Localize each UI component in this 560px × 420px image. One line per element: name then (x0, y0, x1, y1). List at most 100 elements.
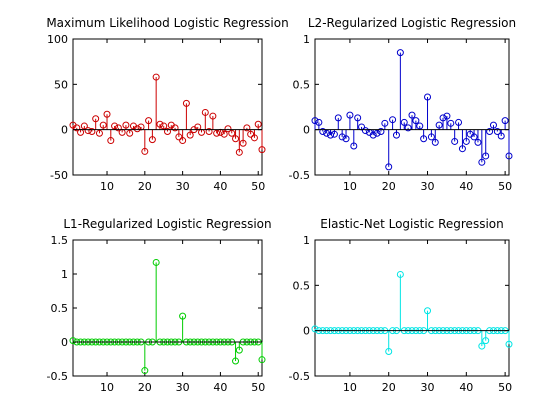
stem-marker (396, 49, 404, 57)
stem-marker (182, 99, 190, 107)
x-tick-label: 40 (213, 381, 227, 394)
stem-marker (462, 137, 470, 145)
stem-marker (99, 121, 107, 129)
stem-marker (201, 108, 209, 116)
y-tick-label: -0.5 (289, 169, 310, 182)
stem-marker (327, 131, 335, 139)
stem-marker (435, 121, 443, 129)
stem-marker (186, 131, 194, 139)
stem-marker (152, 73, 160, 81)
x-tick-label: 10 (343, 180, 357, 193)
stem-marker (254, 120, 262, 128)
stem-marker (447, 119, 455, 127)
stem-marker (458, 145, 466, 153)
stem-marker (408, 111, 416, 119)
stem-marker (443, 112, 451, 120)
stem-marker (385, 163, 393, 171)
stem-marker (141, 147, 149, 155)
stem-marker (474, 138, 482, 146)
y-tick-label: 0.5 (293, 78, 311, 91)
stem-marker (92, 115, 100, 123)
stem-marker (431, 138, 439, 146)
stem-marker (451, 137, 459, 145)
stem-marker (145, 117, 153, 125)
stem-marker (470, 133, 478, 141)
stem-marker (84, 127, 92, 135)
stem-marker (478, 158, 486, 166)
stem-marker (111, 122, 119, 130)
stem-marker (412, 117, 420, 125)
stem-marker (69, 337, 77, 345)
chart-title: L1-Regularized Logistic Regression (63, 217, 271, 231)
stem-marker (95, 129, 103, 137)
stem-marker (482, 152, 490, 160)
y-tick-label: 0 (61, 336, 68, 349)
x-tick-label: 40 (213, 180, 227, 193)
stem-marker (122, 121, 130, 129)
stem-marker (179, 312, 187, 320)
stem-marker (311, 117, 319, 125)
stem-marker (505, 340, 513, 348)
stem-marker (404, 124, 412, 132)
stem-marker (346, 111, 354, 119)
stem-marker (350, 142, 358, 150)
stem-marker (160, 122, 168, 130)
x-tick-label: 40 (459, 381, 473, 394)
x-tick-label: 50 (498, 180, 512, 193)
stem-marker (148, 136, 156, 144)
stem-marker (179, 137, 187, 145)
stem-marker (486, 127, 494, 135)
x-tick-label: 30 (176, 381, 190, 394)
stem-marker (164, 127, 171, 135)
y-tick-label: 0.5 (51, 302, 69, 315)
stem-marker (319, 127, 327, 135)
y-tick-label: 1 (303, 234, 310, 247)
stem-marker (232, 135, 240, 143)
axes-box (72, 38, 263, 176)
stem-marker (505, 152, 513, 160)
stem-marker (330, 130, 338, 138)
stem-marker (235, 148, 243, 156)
stem-marker (489, 121, 497, 129)
stem-marker (88, 127, 96, 135)
stem-marker (141, 367, 149, 375)
stem-marker (501, 117, 509, 125)
stem-marker (107, 137, 115, 145)
x-tick-label: 50 (498, 381, 512, 394)
stem-marker (323, 129, 331, 137)
stem-marker (209, 112, 217, 120)
stem-marker (258, 356, 266, 364)
stem-marker (126, 129, 134, 137)
stem-marker (381, 119, 389, 127)
stem-marker (228, 129, 236, 137)
stem-marker (377, 127, 385, 135)
stem-marker (424, 93, 432, 101)
y-tick-label: -0.5 (47, 370, 68, 383)
stem-marker (420, 135, 428, 143)
x-tick-label: 20 (138, 381, 152, 394)
stem-marker (338, 133, 346, 141)
x-tick-label: 20 (138, 180, 152, 193)
stem-marker (482, 337, 490, 345)
stem-marker (493, 127, 501, 135)
subplot-1: Maximum Likelihood Logistic Regression 10… (46, 16, 288, 193)
stem-marker (424, 307, 432, 315)
y-tick-label: 0 (303, 124, 310, 137)
y-tick-label: 1 (303, 33, 310, 46)
chart-title: Elastic-Net Logistic Regression (320, 217, 503, 231)
axes-box (314, 38, 510, 176)
stem-marker (342, 135, 350, 143)
chart-title: L2-Regularized Logistic Regression (308, 16, 516, 30)
stem-marker (311, 325, 319, 333)
stem-marker (361, 127, 369, 135)
stem-marker (80, 122, 88, 130)
stem-marker (224, 125, 232, 133)
stem-marker (243, 124, 251, 132)
stem-marker (235, 346, 243, 354)
stem-marker (239, 139, 247, 147)
x-tick-label: 10 (100, 180, 114, 193)
x-tick-label: 20 (382, 381, 396, 394)
